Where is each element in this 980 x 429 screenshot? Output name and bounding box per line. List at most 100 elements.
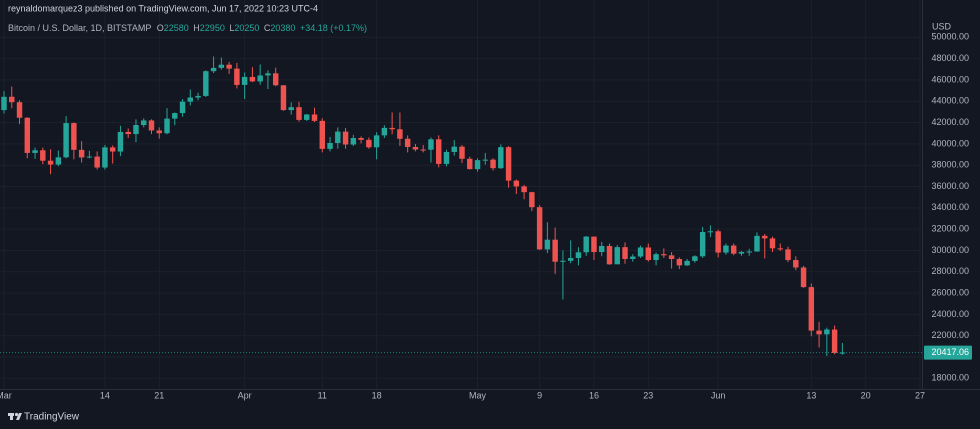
- candle-body: [102, 147, 108, 168]
- y-unit: USD: [932, 21, 952, 31]
- axes: 18000.0020000.0022000.0024000.0026000.00…: [0, 32, 972, 400]
- candle-body: [32, 150, 38, 153]
- candle-body: [653, 254, 659, 261]
- change: +34.18 (+0.17%): [300, 23, 367, 33]
- candle-body: [754, 235, 760, 252]
- candle-body: [179, 101, 186, 114]
- y-tick-label: 26000.00: [931, 287, 969, 297]
- y-tick-label: 32000.00: [931, 224, 969, 234]
- candle-body: [358, 138, 364, 140]
- candle-body: [622, 247, 628, 259]
- candle-body: [637, 247, 644, 257]
- candle-body: [141, 120, 147, 126]
- candle-body: [459, 146, 465, 159]
- y-tick-label: 46000.00: [931, 74, 969, 84]
- candle-body: [777, 248, 783, 250]
- candle-body: [148, 120, 155, 131]
- candle-body: [319, 120, 325, 149]
- symbol: Bitcoin / U.S. Dollar, 1D, BITSTAMP: [8, 23, 151, 33]
- y-tick-label: 50000.00: [931, 32, 969, 42]
- candle-body: [241, 76, 248, 85]
- candle-body: [816, 330, 822, 335]
- candle-body: [536, 207, 543, 250]
- y-tick-label: 42000.00: [931, 117, 969, 127]
- candle-body: [389, 127, 395, 130]
- candle-body: [125, 131, 131, 135]
- ohlc-letter: O: [157, 23, 164, 33]
- candle-body: [117, 131, 124, 152]
- candle-body: [599, 245, 605, 253]
- candle-body: [723, 245, 729, 253]
- candle-body: [583, 236, 589, 253]
- y-tick-label: 44000.00: [931, 96, 969, 106]
- candle-body: [513, 180, 520, 187]
- candle-body: [831, 329, 838, 353]
- y-tick-label: 22000.00: [931, 330, 969, 340]
- candle-body: [630, 256, 636, 259]
- candle-body: [591, 236, 597, 253]
- candle-body: [265, 73, 271, 76]
- candle-body: [715, 231, 721, 253]
- candle-body: [55, 157, 62, 165]
- logo-part: [10, 413, 13, 420]
- ohlc-value: 22580: [164, 23, 189, 33]
- candle-body: [234, 68, 240, 85]
- candle-body: [762, 235, 768, 239]
- y-tick-label: 34000.00: [931, 202, 969, 212]
- candle-body: [800, 267, 807, 288]
- candle-body: [428, 139, 434, 150]
- candle-body: [78, 149, 85, 158]
- candle-body: [552, 239, 558, 262]
- candle-body: [172, 113, 178, 119]
- logo-part: [14, 412, 19, 417]
- last-price-box: [924, 345, 972, 360]
- candle-body: [187, 97, 194, 102]
- candle-body: [645, 247, 652, 261]
- candle-body: [435, 139, 442, 164]
- x-tick-label: 13: [806, 390, 816, 400]
- candle-body: [40, 150, 46, 161]
- candle-body: [210, 67, 217, 72]
- y-tick-label: 48000.00: [931, 53, 969, 63]
- candle-body: [16, 102, 23, 118]
- candle-body: [335, 131, 341, 144]
- candle-body: [467, 158, 473, 170]
- y-tick-label: 36000.00: [931, 181, 969, 191]
- candle-body: [164, 118, 170, 134]
- candle-body: [699, 232, 706, 257]
- candle-body: [71, 123, 77, 150]
- candle-body: [203, 71, 209, 96]
- x-tick-label: 21: [154, 390, 164, 400]
- candle-body: [218, 64, 225, 68]
- candle-body: [451, 146, 457, 152]
- x-tick-label: Apr: [238, 390, 252, 400]
- candle-body: [544, 239, 551, 250]
- candle-body: [474, 160, 481, 170]
- symbol-legend: Bitcoin / U.S. Dollar, 1D, BITSTAMP O225…: [8, 23, 367, 33]
- candle-body: [24, 117, 31, 153]
- x-tick-label: 23: [643, 390, 653, 400]
- candle-body: [412, 146, 419, 150]
- candle-body: [304, 114, 310, 120]
- ohlc-value: 20380: [270, 23, 295, 33]
- candle-body: [692, 256, 698, 261]
- candle-body: [529, 192, 535, 208]
- candle-body: [420, 149, 426, 151]
- candle-body: [109, 147, 116, 152]
- candle-body: [785, 249, 791, 261]
- candle-body: [730, 245, 737, 254]
- last-price-label: 20417.06: [931, 347, 969, 357]
- ohlc-value: 22950: [200, 23, 225, 33]
- candle-body: [808, 287, 815, 331]
- ohlc-letter: C: [264, 23, 271, 33]
- x-tick-label: 18: [372, 390, 382, 400]
- candle-body: [606, 245, 613, 265]
- candle-body: [311, 114, 318, 121]
- candle-body: [288, 107, 294, 111]
- x-tick-label: 14: [100, 390, 110, 400]
- candle-body: [490, 159, 496, 169]
- candle-body: [505, 147, 512, 181]
- ohlc-value: 20250: [234, 23, 259, 33]
- candle-body: [614, 247, 620, 265]
